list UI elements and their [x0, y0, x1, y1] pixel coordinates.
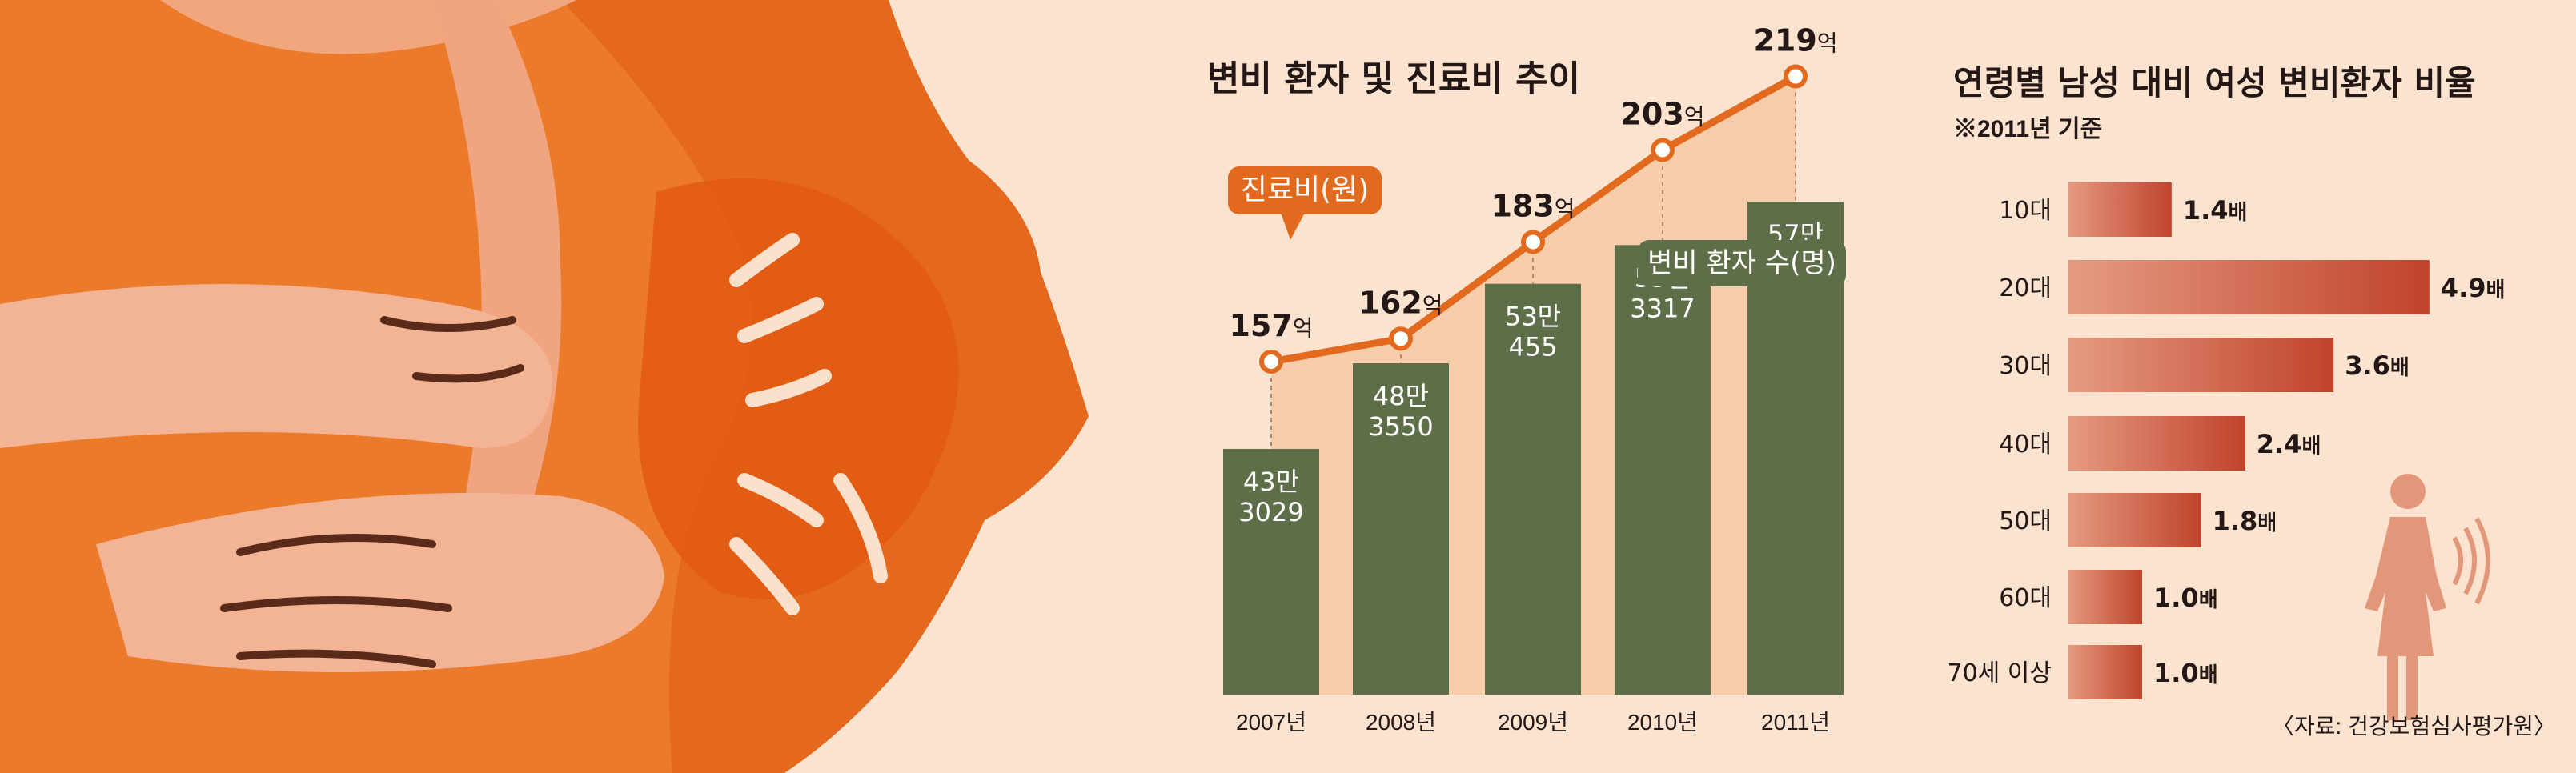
pain-lines-icon	[729, 233, 888, 615]
ratio-bars	[2068, 182, 2430, 699]
ratio-value-label: 1.8배	[2213, 506, 2277, 536]
patient-bar	[1223, 448, 1319, 695]
cost-point	[1389, 326, 1413, 351]
ratio-bar	[2068, 570, 2142, 624]
bar-label-rest: 3029	[1238, 497, 1303, 527]
age-group-label: 20대	[1999, 274, 2052, 302]
ratio-bar	[2068, 645, 2142, 699]
ratio-value-label: 1.0배	[2153, 658, 2218, 688]
bar-label-man: 48만	[1373, 381, 1429, 411]
ratio-bar	[2068, 493, 2201, 547]
cost-guide-lines	[1270, 76, 1796, 449]
bar-label-man: 43만	[1243, 467, 1299, 497]
forearm-lower-hand	[96, 493, 664, 672]
cost-point-label: 203억	[1620, 97, 1704, 132]
cost-point	[1651, 138, 1675, 162]
chart2-title: 연령별 남성 대비 여성 변비환자 비율	[1953, 63, 2476, 102]
age-group-label: 60대	[1999, 584, 2052, 612]
cost-point-labels: 157억 162억 183억 203억 219억	[1229, 23, 1837, 344]
cost-point	[1784, 64, 1808, 89]
cost-point	[1521, 230, 1545, 254]
bar-label-man: 53만	[1505, 302, 1561, 332]
ratio-value-labels: 1.4배 4.9배 3.6배 2.4배 1.8배 1.0배 1.0배	[2153, 195, 2505, 688]
cost-point-label: 219억	[1753, 23, 1837, 58]
year-tick-label: 2010년	[1627, 710, 1698, 735]
chart2-subtitle: ※2011년 기준	[1953, 116, 2103, 142]
patient-and-cost-chart: 43만302948만355053만45555만331757만8865 157억1…	[1223, 23, 1844, 735]
age-group-label: 50대	[1999, 507, 2052, 535]
bar-label-rest: 3550	[1368, 411, 1433, 442]
gender-ratio-chart: 10대 20대 30대 40대 50대 60대 70세 이상 1.4배 4.9배 3.6배 2.4…	[1947, 182, 2505, 699]
ratio-value-label: 1.4배	[2183, 195, 2248, 226]
chart1-title: 변비 환자 및 진료비 추이	[1207, 58, 1581, 99]
ratio-bar	[2068, 260, 2430, 314]
ratio-bar	[2068, 182, 2172, 237]
cost-legend-label: 진료비(원)	[1228, 166, 1382, 214]
constipation-illustration	[0, 0, 1089, 773]
woman-icon	[2365, 474, 2490, 720]
year-tick-label: 2009년	[1498, 710, 1568, 735]
year-tick-label: 2008년	[1366, 710, 1436, 735]
cost-legend-pointer	[1281, 213, 1305, 240]
hand-outlines	[220, 316, 524, 668]
year-tick-labels: 2007년 2008년 2009년 2010년 2011년	[1236, 710, 1830, 735]
age-group-label: 70세 이상	[1947, 659, 2052, 687]
ratio-value-label: 1.0배	[2153, 583, 2218, 613]
source-note: 〈자료: 건강보험심사평가원〉	[2272, 714, 2556, 739]
bar-label-rest: 3317	[1630, 293, 1695, 323]
patient-bar	[1353, 363, 1449, 695]
ratio-value-label: 4.9배	[2441, 273, 2506, 303]
age-group-label: 10대	[1999, 197, 2052, 225]
year-tick-label: 2007년	[1236, 710, 1306, 735]
patient-legend-label: 변비 환자 수(명)	[1638, 240, 1846, 286]
age-group-label: 40대	[1999, 431, 2052, 459]
patient-bar	[1485, 283, 1581, 695]
patient-bar	[1615, 245, 1711, 695]
cost-point-label: 183억	[1491, 189, 1575, 224]
cost-points	[1259, 64, 1808, 374]
forearm-upper-hand	[0, 284, 552, 448]
ratio-bar	[2068, 416, 2245, 471]
cost-point-label: 162억	[1358, 285, 1442, 320]
cost-point-label: 157억	[1229, 308, 1313, 343]
patient-legend-pointer	[1769, 285, 1798, 310]
ratio-value-label: 3.6배	[2345, 350, 2409, 381]
patient-bars	[1223, 202, 1844, 695]
bar-label-rest: 455	[1508, 332, 1557, 362]
age-group-labels: 10대 20대 30대 40대 50대 60대 70세 이상	[1947, 197, 2052, 687]
ratio-bar	[2068, 338, 2334, 392]
ratio-value-label: 2.4배	[2257, 429, 2321, 459]
year-tick-label: 2011년	[1761, 710, 1830, 735]
cost-point	[1259, 350, 1283, 374]
age-group-label: 30대	[1999, 352, 2052, 380]
